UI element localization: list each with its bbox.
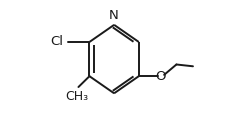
Text: N: N — [109, 9, 119, 22]
Text: Cl: Cl — [51, 35, 64, 48]
Text: CH₃: CH₃ — [65, 90, 88, 103]
Text: O: O — [155, 70, 166, 83]
